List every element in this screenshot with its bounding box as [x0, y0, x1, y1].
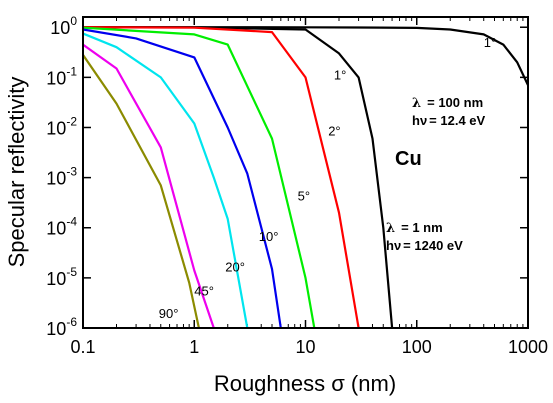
- svg-text:λ= 1 nm: λ = 1 nm: [386, 220, 443, 236]
- series-line-5: [83, 32, 249, 328]
- low-energy-value: = 1240 eV: [403, 238, 463, 253]
- y-tick-base: 10: [46, 269, 66, 289]
- curve-label: 1°: [334, 68, 346, 83]
- svg-text:hν= 12.4 eV: hν = 12.4 eV: [412, 113, 486, 128]
- series-line-6: [83, 43, 215, 328]
- series-line-7: [83, 54, 200, 328]
- y-tick-exponent: -6: [66, 315, 77, 329]
- y-tick-exponent: -4: [66, 215, 77, 229]
- x-tick-label: 1000: [508, 337, 548, 357]
- y-tick-label: 10-1: [46, 64, 77, 88]
- y-tick-exponent: 0: [70, 14, 77, 28]
- x-tick-label: 0.1: [70, 337, 95, 357]
- y-axis-title: Specular reflectivity: [4, 77, 29, 268]
- x-tick-label: 100: [402, 337, 432, 357]
- curve-labels: 1° 1° 2° 5° 10° 20° 45° 90°: [159, 35, 496, 321]
- y-tick-label: 10-6: [46, 315, 77, 339]
- h-nu-symbol: hν: [412, 113, 427, 128]
- curve-label: 5°: [298, 188, 310, 203]
- plot-frame: [82, 16, 529, 329]
- y-tick-exponent: -1: [66, 64, 77, 78]
- y-tick-exponent: -3: [66, 165, 77, 179]
- curve-label: 10°: [259, 229, 279, 244]
- curve-label: 90°: [159, 306, 179, 321]
- svg-text:hν= 1240 eV: hν = 1240 eV: [386, 238, 463, 253]
- y-tick-label: 10-5: [46, 265, 77, 289]
- low-wavelength-annotation: λ = 1 nm hν = 1240 eV: [386, 220, 463, 253]
- curve-label: 1°: [484, 35, 496, 50]
- h-nu-symbol: hν: [386, 238, 401, 253]
- high-energy-value: = 12.4 eV: [429, 113, 485, 128]
- element-label: Cu: [395, 148, 422, 170]
- y-tick-base: 10: [46, 68, 66, 88]
- low-lambda-value: = 1 nm: [401, 220, 443, 235]
- y-tick-base: 10: [46, 319, 66, 339]
- y-tick-label: 10-3: [46, 165, 77, 189]
- x-axis-title: Roughness σ (nm): [214, 371, 396, 396]
- series-line-2: [83, 26, 360, 328]
- svg-text:λ= 100 nm: λ = 100 nm: [412, 95, 483, 111]
- y-tick-exponent: -5: [66, 265, 77, 279]
- y-tick-exponent: -2: [66, 114, 77, 128]
- data-series: [83, 26, 528, 328]
- y-tick-label: 10-2: [46, 114, 77, 138]
- curve-label: 2°: [328, 123, 340, 138]
- curve-label: 20°: [225, 259, 245, 274]
- lambda-symbol: λ: [386, 221, 395, 236]
- y-tick-label: 10-4: [46, 215, 77, 239]
- y-tick-base: 10: [46, 219, 66, 239]
- series-line-4: [83, 28, 282, 328]
- y-tick-base: 10: [46, 118, 66, 138]
- lambda-symbol: λ: [412, 96, 421, 111]
- x-tick-label: 10: [295, 337, 315, 357]
- x-tick-label: 1: [189, 337, 199, 357]
- series-line-0: [83, 26, 528, 86]
- y-tick-base: 10: [46, 169, 66, 189]
- high-wavelength-annotation: λ = 100 nm hν = 12.4 eV: [412, 95, 486, 128]
- curve-label: 45°: [194, 283, 214, 298]
- y-tick-label: 100: [50, 14, 77, 38]
- high-lambda-value: = 100 nm: [427, 95, 483, 110]
- y-tick-base: 10: [50, 18, 70, 38]
- series-line-3: [83, 26, 316, 328]
